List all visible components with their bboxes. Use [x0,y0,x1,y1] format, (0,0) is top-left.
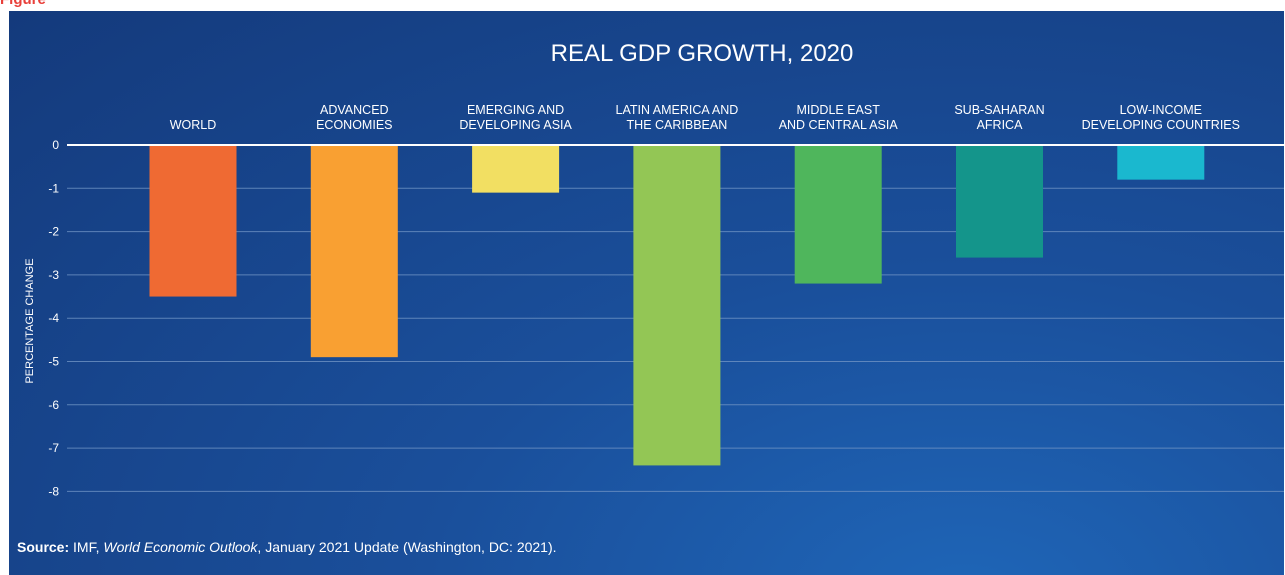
category-label: THE CARIBBEAN [627,118,728,132]
category-label: DEVELOPING ASIA [459,118,572,132]
y-tick-label: -1 [48,181,59,195]
category-label: ADVANCED [320,103,389,117]
category-label: AND CENTRAL ASIA [779,118,899,132]
chart-panel: REAL GDP GROWTH, 2020 PERCENTAGE CHANGE … [9,11,1284,575]
category-label: LATIN AMERICA AND [616,103,739,117]
bar [956,145,1043,258]
bar [633,145,720,465]
category-label: ECONOMIES [316,118,392,132]
y-tick-label: -6 [48,398,59,412]
y-tick-labels: 0 -1 -2 -3 -4 -5 -6 -7 -8 [48,138,59,498]
bar [1117,145,1204,180]
category-label: EMERGING AND [467,103,564,117]
source-label: Source: [17,539,69,555]
y-axis-label: PERCENTAGE CHANGE [24,258,36,383]
bars [150,145,1205,465]
bar [795,145,882,284]
y-tick-label: -5 [48,355,59,369]
bar [311,145,398,357]
y-tick-label: -8 [48,484,59,498]
bar-chart: REAL GDP GROWTH, 2020 PERCENTAGE CHANGE … [9,11,1284,575]
category-label: AFRICA [977,118,1024,132]
y-tick-label: -7 [48,441,59,455]
chart-title: REAL GDP GROWTH, 2020 [551,40,854,67]
y-tick-label: -4 [48,311,59,325]
source-note: Source: IMF, World Economic Outlook, Jan… [17,539,557,555]
source-text-before: IMF, [69,539,103,555]
category-label: LOW-INCOME [1120,103,1202,117]
y-tick-label: -3 [48,268,59,282]
y-tick-label: -2 [48,225,59,239]
bar [472,145,559,193]
category-label: MIDDLE EAST [797,103,881,117]
bar [150,145,237,297]
figure-caption: Figure [0,0,700,11]
category-label: DEVELOPING COUNTRIES [1082,118,1240,132]
source-text-after: , January 2021 Update (Washington, DC: 2… [257,539,556,555]
y-tick-label: 0 [52,138,59,152]
category-label: WORLD [170,118,217,132]
category-label: SUB-SAHARAN [954,103,1044,117]
source-publication: World Economic Outlook [103,539,257,555]
